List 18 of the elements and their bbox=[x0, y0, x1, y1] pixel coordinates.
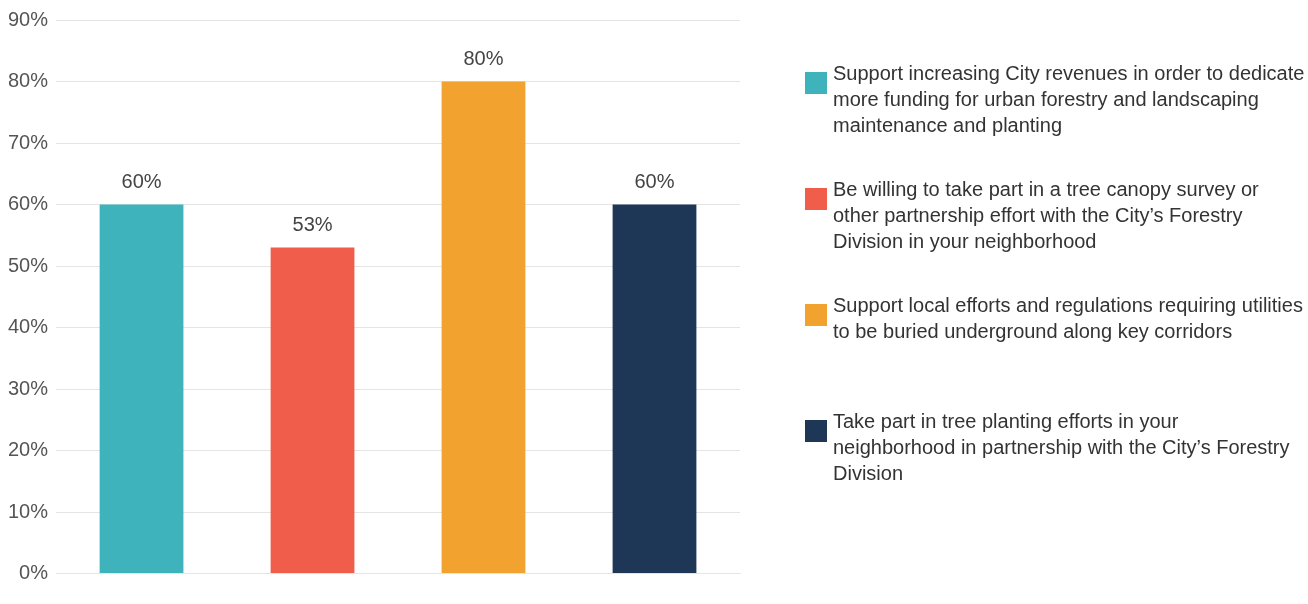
legend-label: Take part in tree planting efforts in your neighborhood in partnership with the City’s Forestry Division bbox=[833, 409, 1291, 486]
y-tick-label: 30% bbox=[8, 376, 49, 399]
y-tick-label: 0% bbox=[19, 561, 49, 584]
legend-label: Be willing to take part in a tree canopy survey or other partnership effort with the City’s Forestry Division in your neighborhood bbox=[833, 177, 1260, 254]
legend-label: Support increasing City revenues in order to dedicate more funding for urban forestry and landscaping maintenance and planting bbox=[833, 61, 1305, 138]
legend-label: Support local efforts and regulations requiring utilities to be buried underground along key corridors bbox=[833, 293, 1304, 344]
y-tick-label: 40% bbox=[8, 315, 49, 338]
y-tick-label: 80% bbox=[8, 69, 49, 92]
data-label: 80% bbox=[463, 47, 504, 70]
data-label: 60% bbox=[121, 170, 162, 193]
y-tick-label: 90% bbox=[8, 7, 49, 30]
y-tick-label: 10% bbox=[8, 499, 49, 522]
y-tick-label: 60% bbox=[8, 192, 49, 215]
y-tick-label: 70% bbox=[8, 130, 49, 153]
data-label: 60% bbox=[634, 170, 675, 193]
data-label: 53% bbox=[292, 213, 333, 236]
y-tick-label: 20% bbox=[8, 438, 49, 461]
y-tick-label: 50% bbox=[8, 253, 49, 276]
